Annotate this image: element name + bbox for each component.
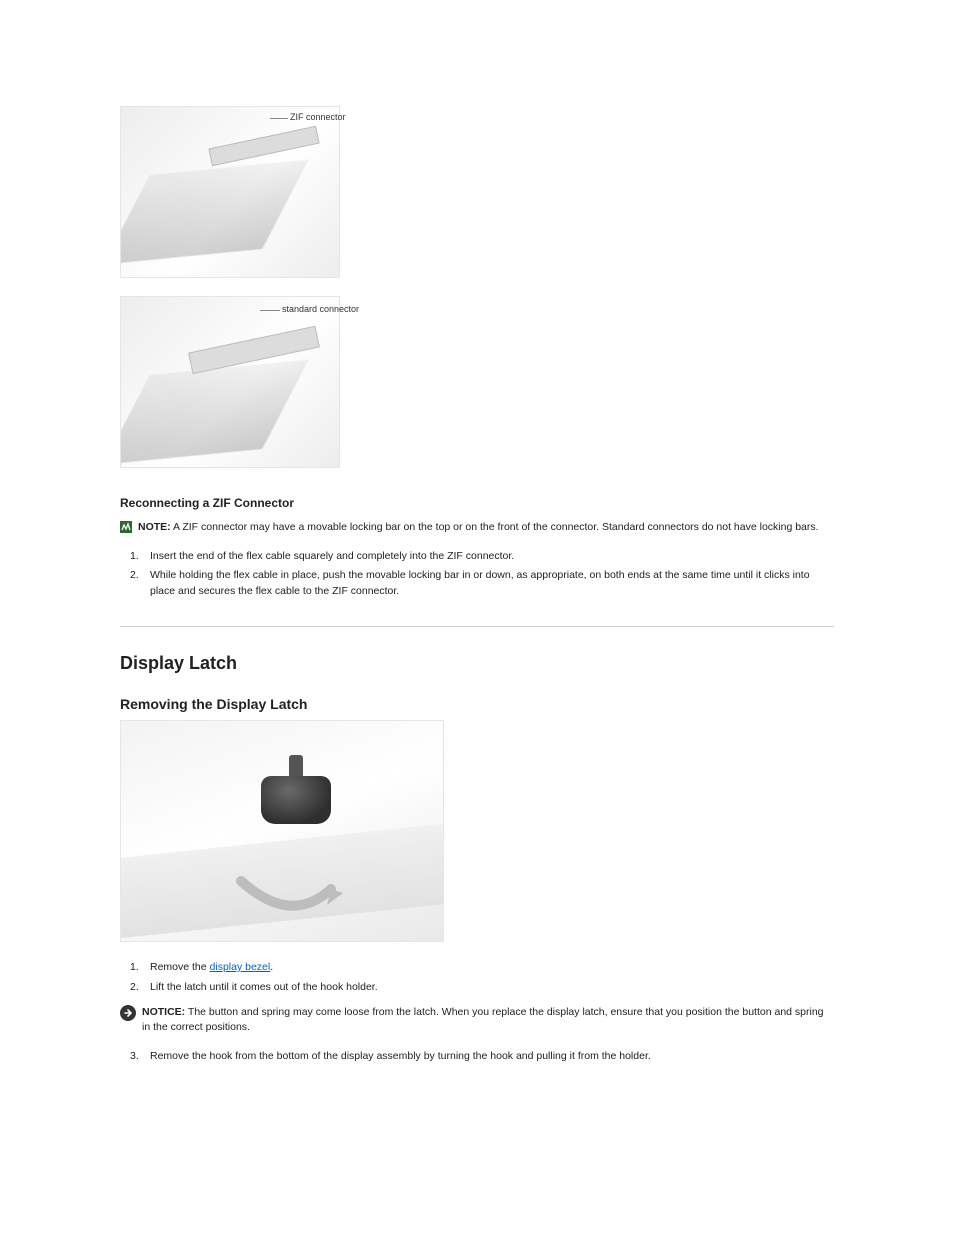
figure-zif-image: [120, 106, 340, 278]
reconnect-steps: 1. Insert the end of the flex cable squa…: [120, 549, 834, 600]
heading-display-latch: Display Latch: [120, 653, 834, 674]
figure-display-latch: [120, 720, 444, 942]
callout-text-standard: standard connector: [282, 304, 359, 314]
callout-line-standard: [260, 310, 280, 311]
section-divider: [120, 626, 834, 627]
reconnect-step-2: 2. While holding the flex cable in place…: [120, 568, 834, 600]
note-bold-label: NOTE:: [138, 521, 171, 533]
step-text: While holding the flex cable in place, p…: [150, 569, 810, 597]
figure-zif-connector: ZIF connector: [120, 106, 340, 278]
display-latch-step-2: 2. Lift the latch until it comes out of …: [120, 980, 834, 996]
page-root: ZIF connector standard connector Reconne…: [0, 0, 954, 1129]
section-title-reconnect-zif: Reconnecting a ZIF Connector: [120, 496, 834, 510]
display-latch-step-1: 1. Remove the display bezel.: [120, 960, 834, 976]
rotation-arrow: [231, 871, 351, 921]
reconnect-step-1: 1. Insert the end of the flex cable squa…: [120, 549, 834, 565]
top-spacer: [120, 40, 834, 100]
step-text-pre: Remove the: [150, 961, 210, 973]
heading-removing-display-latch: Removing the Display Latch: [120, 696, 834, 712]
step-text: Lift the latch until it comes out of the…: [150, 981, 378, 993]
note-body: A ZIF connector may have a movable locki…: [171, 521, 819, 533]
notice-bold-label: NOTICE:: [142, 1006, 185, 1018]
step-number: 2.: [130, 568, 139, 584]
step-text: Remove the hook from the bottom of the d…: [150, 1050, 651, 1062]
step-number: 1.: [130, 960, 139, 976]
note-text: NOTE: A ZIF connector may have a movable…: [138, 520, 819, 535]
figure-standard-connector: standard connector: [120, 296, 340, 468]
display-latch-steps-b: 3. Remove the hook from the bottom of th…: [120, 1049, 834, 1065]
ribbon-cable-shape: [120, 159, 309, 264]
callout-line-zif: [270, 118, 288, 119]
ribbon-cable-shape-2: [120, 359, 309, 464]
step-text-post: .: [270, 961, 273, 973]
display-bezel-link[interactable]: display bezel: [210, 961, 271, 973]
step-text: Insert the end of the flex cable squarel…: [150, 550, 514, 562]
figure-standard-image: [120, 296, 340, 468]
display-latch-step-3: 3. Remove the hook from the bottom of th…: [120, 1049, 834, 1065]
notice-text: NOTICE: The button and spring may come l…: [142, 1005, 834, 1034]
display-latch-steps-a: 1. Remove the display bezel. 2. Lift the…: [120, 960, 834, 996]
latch-body-shape: [261, 776, 331, 824]
callout-text-zif: ZIF connector: [290, 112, 346, 122]
step-number: 1.: [130, 549, 139, 565]
step-number: 3.: [130, 1049, 139, 1065]
notice-body: The button and spring may come loose fro…: [142, 1006, 824, 1033]
notice-row: NOTICE: The button and spring may come l…: [120, 1005, 834, 1034]
note-row: NOTE: A ZIF connector may have a movable…: [120, 520, 834, 535]
note-icon: [120, 521, 132, 533]
step-number: 2.: [130, 980, 139, 996]
notice-icon: [120, 1005, 136, 1021]
